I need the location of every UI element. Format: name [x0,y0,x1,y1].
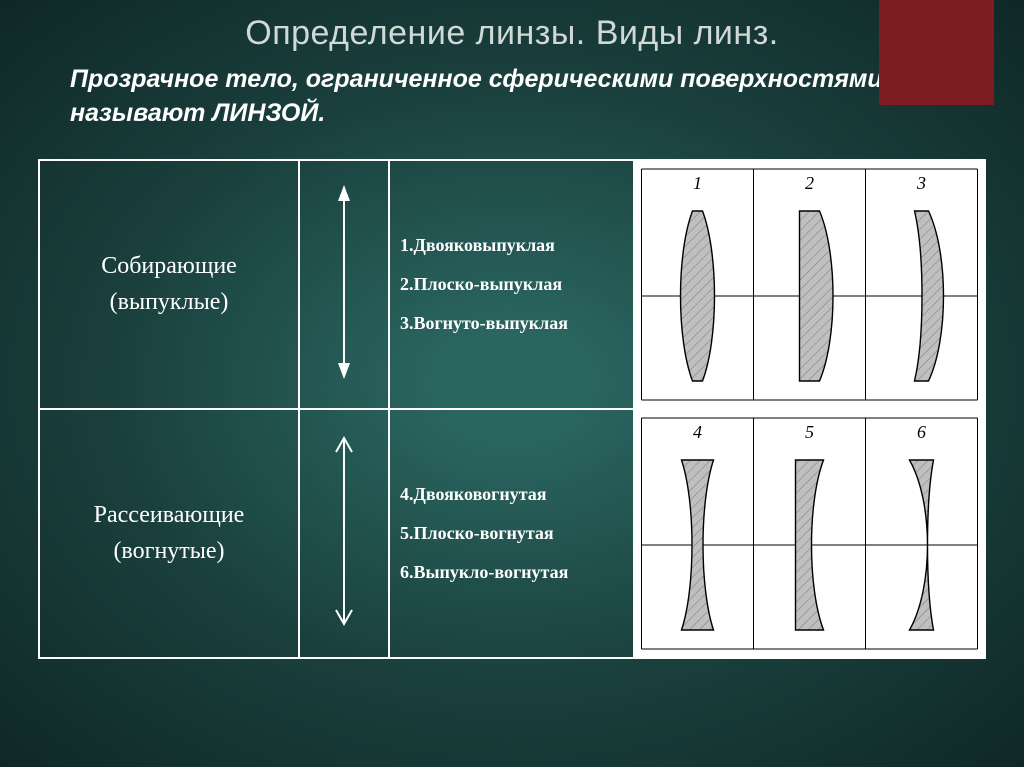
page-subtitle: Прозрачное тело, ограниченное сферически… [0,53,1024,131]
row2-symbol [299,409,389,658]
svg-text:3: 3 [916,173,926,193]
diverging-lenses-diagram: 4 5 6 [635,410,984,657]
list-item: 1.Двояковыпуклая [400,235,627,256]
row1-symbol [299,160,389,409]
list-item: 6.Выпукло-вогнутая [400,562,627,583]
row2-name: Рассеивающие (вогнутые) [39,409,299,658]
row1-name-line1: Собирающие [101,253,237,279]
converging-symbol-icon [314,177,374,387]
svg-text:1: 1 [693,173,702,193]
svg-text:6: 6 [917,422,926,442]
list-item: 3.Вогнуто-выпуклая [400,313,627,334]
list-item: 4.Двояковогнутая [400,484,627,505]
row1-diagram: 1 2 3 [634,160,985,409]
page-title: Определение линзы. Виды линз. [0,0,1024,53]
converging-lenses-diagram: 1 2 3 [635,161,984,408]
svg-text:5: 5 [805,422,814,442]
diverging-symbol-icon [314,426,374,636]
list-item: 5.Плоско-вогнутая [400,523,627,544]
row2-name-line2: (вогнутые) [113,538,224,564]
lens-table-wrap: Собирающие (выпуклые) 1.Двояковыпуклая 2… [38,159,986,659]
table-row: Собирающие (выпуклые) 1.Двояковыпуклая 2… [39,160,985,409]
lens-table: Собирающие (выпуклые) 1.Двояковыпуклая 2… [38,159,986,659]
list-item: 2.Плоско-выпуклая [400,274,627,295]
row2-name-line1: Рассеивающие [94,502,245,528]
row1-name: Собирающие (выпуклые) [39,160,299,409]
accent-corner [879,0,994,105]
row2-list: 4.Двояковогнутая 5.Плоско-вогнутая 6.Вып… [389,409,634,658]
svg-text:4: 4 [693,422,702,442]
row1-list: 1.Двояковыпуклая 2.Плоско-выпуклая 3.Вог… [389,160,634,409]
svg-text:2: 2 [805,173,814,193]
table-row: Рассеивающие (вогнутые) 4.Двояковогнутая… [39,409,985,658]
row1-name-line2: (выпуклые) [110,289,229,315]
row2-diagram: 4 5 6 [634,409,985,658]
